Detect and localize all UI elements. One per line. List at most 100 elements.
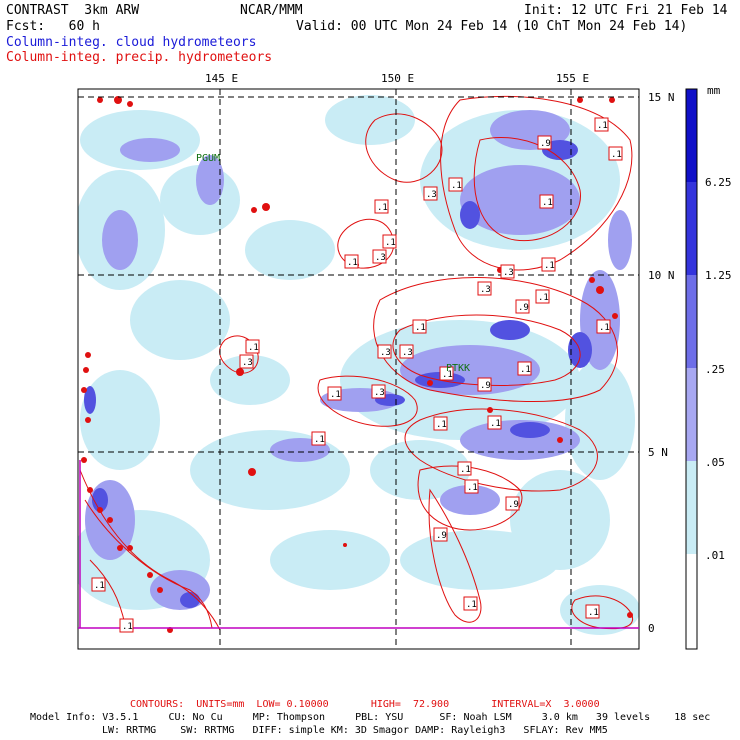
contour-label-value: .9 [480,381,491,391]
forecast-hour: Fcst: 60 h [6,19,100,34]
valid-time: Valid: 00 UTC Mon 24 Feb 14 (10 ChT Mon … [296,19,688,34]
contour-label-value: .1 [599,323,610,333]
contour-label-value: .3 [480,285,491,295]
colorbar [685,88,698,650]
contour-label-box [539,194,554,209]
contour-label-box [327,386,342,401]
contour-label-value: .3 [242,358,253,368]
contour-info: CONTOURS: UNITS=mm LOW= 0.10000 HIGH= 72… [130,699,600,710]
contour-label-box [500,264,515,279]
model-info-line-1: Model Info: V3.5.1 CU: No Cu MP: Thompso… [30,712,711,723]
map-frame [77,88,640,650]
contour-label-box [91,577,106,592]
contour-label-box [477,377,492,392]
lon-label-145: 145 E [205,72,238,85]
contour-label-value: .1 [347,258,358,268]
contour-label-box [399,344,414,359]
contour-label-box [423,186,438,201]
contour-label-value: .1 [377,203,388,213]
contour-label-box [517,361,532,376]
contour-label-box [535,289,550,304]
contour-label-value: .1 [330,390,341,400]
contour-label-box [245,339,260,354]
contour-label-value: .3 [503,268,514,278]
station-pgum: PGUM [196,153,220,164]
contour-label-value: .9 [540,139,551,149]
contour-label-value: .1 [544,261,555,271]
contour-label-value: .1 [442,370,453,380]
org-title: NCAR/MMM [240,3,303,18]
colorbar-level-1-25: 1.25 [705,269,732,282]
colorbar-level-0-05: .05 [705,456,725,469]
contour-label-value: .1 [467,483,478,493]
contour-label-value: .1 [542,198,553,208]
lat-label-0: 0 [648,622,655,635]
contour-label-box [439,366,454,381]
contour-label-value: .3 [374,388,385,398]
contour-label-box [311,431,326,446]
contour-label-value: .1 [122,622,133,632]
precip-cells [81,96,633,633]
contour-label-value: .1 [314,435,325,445]
colorbar-level-6-25: 6.25 [705,176,732,189]
contour-label-box [371,384,386,399]
init-time: Init: 12 UTC Fri 21 Feb 14 [524,3,728,18]
contour-label-box [464,479,479,494]
contour-label-value: .1 [415,323,426,333]
model-title: CONTRAST 3km ARW [6,3,140,18]
contour-label-box [412,319,427,334]
contour-label-box [487,415,502,430]
contour-label-value: .1 [466,600,477,610]
contour-label-box [515,299,530,314]
contour-label-value: .1 [436,420,447,430]
lat-label-15n: 15 N [648,91,675,104]
field-precip-label: Column-integ. precip. hydrometeors [6,50,273,65]
contour-label-box [594,117,609,132]
lat-label-10n: 10 N [648,269,675,282]
contour-label-value: .3 [375,253,386,263]
contour-label-box [537,135,552,150]
contour-label-value: .1 [597,121,608,131]
contour-label-box [585,604,600,619]
contour-label-box [448,177,463,192]
precip-contours [79,95,634,631]
contour-label-box [457,461,472,476]
contour-label-value: .1 [451,181,462,191]
lat-label-5n: 5 N [648,446,668,459]
contour-label-value: .9 [508,500,519,510]
contour-labels: .1 .1 .1 .3 .3 .9 .1 .1 .1 .1 .3 .1 .3 .9 .1 .1 .1 .3 .3 .9… [91,117,623,633]
contour-label-box [505,496,520,511]
contour-label-box [608,146,623,161]
contour-label-box [119,618,134,633]
cloud-field [78,95,639,635]
colorbar-unit: mm [707,84,721,97]
contour-label-value: .3 [380,348,391,358]
contour-label-box [377,344,392,359]
colorbar-level-0-01: .01 [705,549,725,562]
contour-label-box [344,254,359,269]
contour-label-value: .1 [490,419,501,429]
contour-label-value: .1 [611,150,622,160]
contour-label-box [541,257,556,272]
contour-label-value: .3 [426,190,437,200]
contour-label-box [463,596,478,611]
contour-label-box [374,199,389,214]
contour-label-box [596,319,611,334]
contour-label-value: .1 [588,608,599,618]
contour-label-value: .1 [520,365,531,375]
field-cloud-label: Column-integ. cloud hydrometeors [6,35,257,50]
contour-label-value: .1 [248,343,259,353]
cloud-mid-layer [85,110,632,610]
contour-label-value: .9 [518,303,529,313]
contour-label-box [239,354,254,369]
contour-label-value: .1 [460,465,471,475]
contour-label-box [433,527,448,542]
contour-label-box [433,416,448,431]
contour-label-value: .1 [94,581,105,591]
lat-lon-grid [78,89,639,649]
contour-label-box [477,281,492,296]
contour-label-value: .3 [402,348,413,358]
model-info-line-2: LW: RRTMG SW: RRTMG DIFF: simple KM: 3D … [102,725,608,736]
lon-label-150: 150 E [381,72,414,85]
